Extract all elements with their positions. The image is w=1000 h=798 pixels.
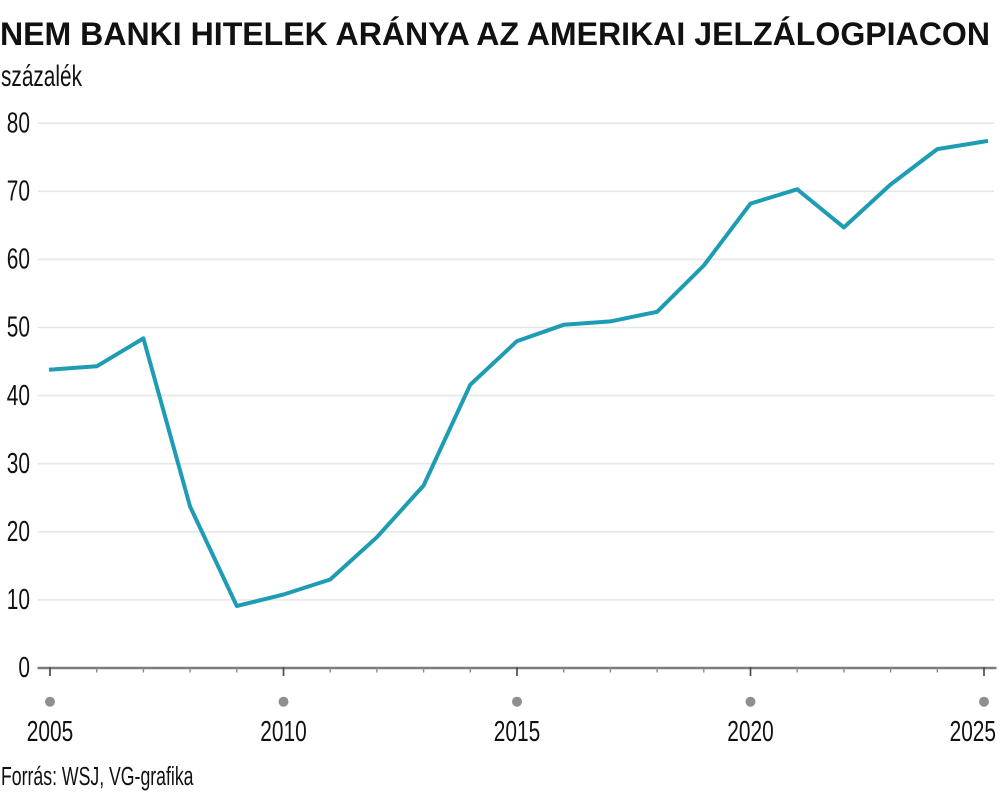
svg-text:Forrás: WSJ, VG-grafika: Forrás: WSJ, VG-grafika — [1, 761, 194, 791]
svg-text:0: 0 — [18, 652, 30, 684]
svg-text:2015: 2015 — [494, 716, 540, 748]
svg-text:80: 80 — [7, 107, 30, 139]
svg-text:2020: 2020 — [727, 716, 773, 748]
svg-text:10: 10 — [7, 584, 30, 616]
svg-text:NEM BANKI HITELEK ARÁNYA AZ AM: NEM BANKI HITELEK ARÁNYA AZ AMERIKAI JEL… — [0, 15, 990, 52]
svg-text:százalék: százalék — [1, 60, 82, 93]
svg-text:50: 50 — [7, 312, 30, 344]
svg-text:60: 60 — [7, 244, 30, 276]
svg-text:2025: 2025 — [950, 716, 996, 748]
svg-text:2010: 2010 — [260, 716, 306, 748]
svg-text:70: 70 — [7, 176, 30, 208]
svg-text:2005: 2005 — [27, 716, 73, 748]
svg-text:20: 20 — [7, 516, 30, 548]
svg-text:40: 40 — [7, 380, 30, 412]
svg-text:30: 30 — [7, 448, 30, 480]
